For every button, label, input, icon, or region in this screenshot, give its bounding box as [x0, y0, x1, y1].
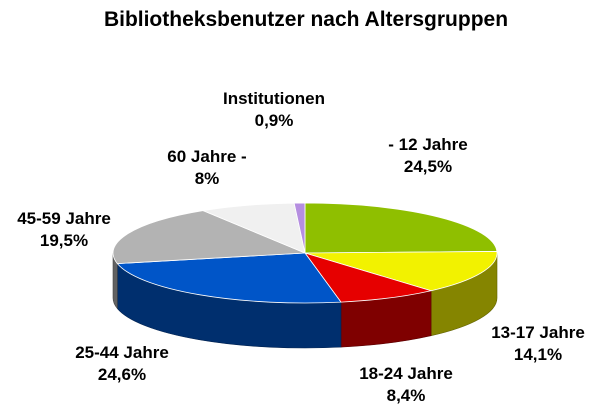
slice-label-45-59-jahre: 45-59 Jahre 19,5% — [17, 209, 111, 250]
pie-slice-60-jahre — [201, 202, 306, 254]
pie-slice-25-44-jahre — [116, 252, 342, 304]
pie-slice-18-24-jahre — [303, 252, 433, 303]
pie-slice-13-17-jahre — [304, 251, 498, 292]
slice-label-25-44-jahre: 25-44 Jahre 24,6% — [75, 343, 169, 384]
slice-label-institutionen: Institutionen 0,9% — [223, 89, 325, 130]
pie-slice-institutionen — [293, 202, 306, 254]
pie-slice-12-jahre — [304, 202, 498, 254]
pie-slices — [112, 202, 498, 304]
slice-label-13-17-jahre: 13-17 Jahre 14,1% — [491, 323, 585, 364]
pie-labels: - 12 Jahre 24,5% 13-17 Jahre 14,1% 18-24 Jah… — [17, 89, 585, 405]
slice-label-12-jahre: - 12 Jahre 24,5% — [388, 135, 467, 176]
slice-label-18-24-jahre: 18-24 Jahre 8,4% — [359, 364, 453, 405]
chart-title: Bibliotheksbenutzer nach Altersgruppen — [104, 8, 508, 31]
pie-slice-45-59-jahre — [112, 210, 306, 265]
slice-label-60-jahre: 60 Jahre -8% — [167, 147, 246, 188]
